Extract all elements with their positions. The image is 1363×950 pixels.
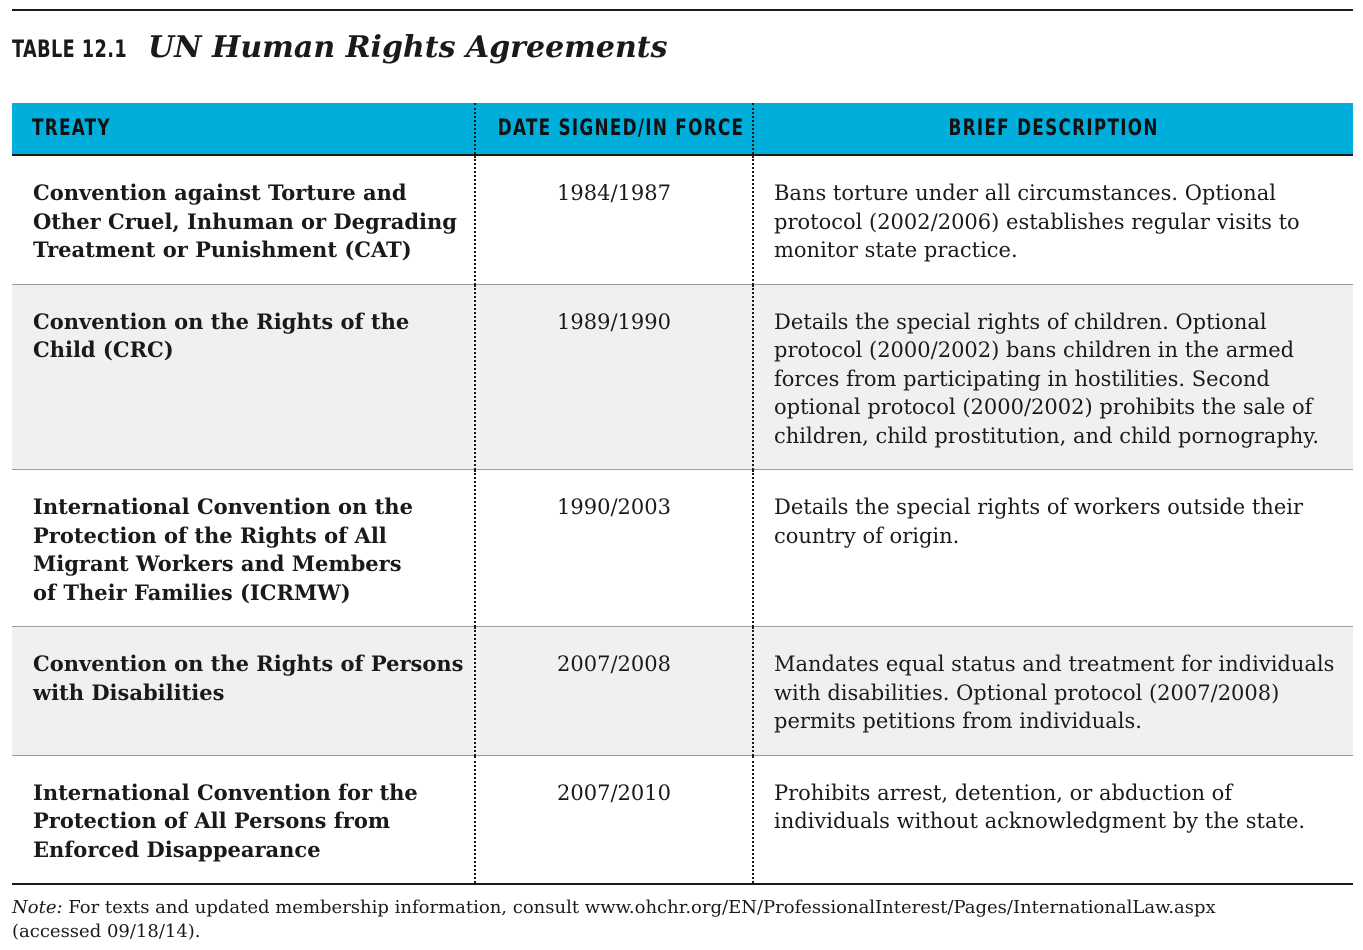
table-row: Convention on the Rights of Persons with … xyxy=(12,626,1353,756)
header-date: DATE SIGNED/IN FORCE xyxy=(475,103,754,156)
treaty-description: Mandates equal status and treatment for … xyxy=(753,626,1353,756)
treaty-date: 1990/2003 xyxy=(475,469,754,627)
table-label: TABLE 12.1 xyxy=(12,35,128,63)
treaty-description: Details the special rights of workers ou… xyxy=(753,469,1353,627)
treaty-date: 2007/2008 xyxy=(475,626,754,756)
treaty-date: 2007/2010 xyxy=(475,755,754,885)
table-row: Convention on the Rights of the Child (CR… xyxy=(12,284,1353,470)
treaty-name: Convention on the Rights of the Child (CR… xyxy=(12,284,476,470)
treaty-name: Convention against Torture and Other Crue… xyxy=(12,155,476,285)
table-title: UN Human Rights Agreements xyxy=(148,30,668,65)
table-row: International Convention for the Protecti… xyxy=(12,755,1353,885)
note-text-continued: (accessed 09/18/14). xyxy=(12,921,201,942)
note-label: Note: xyxy=(12,897,63,918)
note-text: For texts and updated membership informa… xyxy=(62,897,1216,918)
treaty-description: Details the special rights of children. … xyxy=(753,284,1353,470)
header-row: TREATY DATE SIGNED/IN FORCE BRIEF DESCRI… xyxy=(12,103,1353,156)
table-caption: TABLE 12.1 UN Human Rights Agreements xyxy=(12,30,668,72)
table-note: Note: For texts and updated membership i… xyxy=(12,896,1312,944)
treaty-date: 1989/1990 xyxy=(475,284,754,470)
top-rule xyxy=(12,9,1353,11)
treaty-date: 1984/1987 xyxy=(475,155,754,285)
treaty-description: Prohibits arrest, detention, or abductio… xyxy=(753,755,1353,885)
header-treaty: TREATY xyxy=(12,103,476,156)
header-description: BRIEF DESCRIPTION xyxy=(753,103,1353,156)
table-row: International Convention on the Protectio… xyxy=(12,469,1353,627)
table-row: Convention against Torture and Other Crue… xyxy=(12,155,1353,285)
treaty-description: Bans torture under all circumstances. Op… xyxy=(753,155,1353,285)
treaty-name: International Convention for the Protecti… xyxy=(12,755,476,885)
treaty-name: International Convention on the Protectio… xyxy=(12,469,476,627)
treaty-name: Convention on the Rights of Persons with … xyxy=(12,626,476,756)
treaty-table: TREATY DATE SIGNED/IN FORCE BRIEF DESCRI… xyxy=(12,103,1353,885)
